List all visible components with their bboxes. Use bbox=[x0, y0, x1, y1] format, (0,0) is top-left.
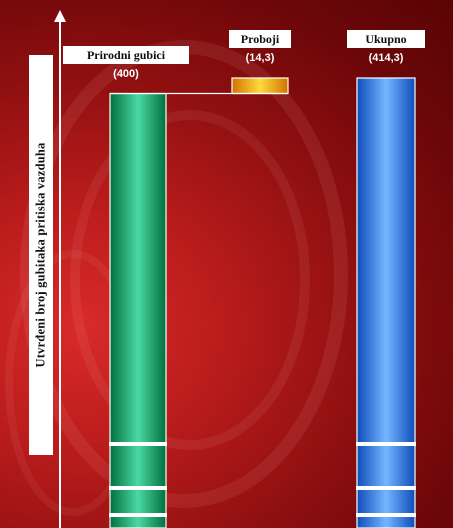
category-label: Ukupno bbox=[347, 30, 425, 48]
bar-segment-divider bbox=[109, 442, 167, 446]
category-label: Proboji bbox=[229, 30, 291, 48]
bar-1 bbox=[109, 92, 167, 528]
bar-segment-divider bbox=[356, 513, 416, 517]
bar-segment-divider bbox=[109, 513, 167, 517]
category-label: Prirodni gubici bbox=[63, 45, 189, 64]
data-label: (400) bbox=[113, 67, 139, 80]
y-axis-label-band bbox=[29, 55, 53, 455]
bar-segment-divider bbox=[109, 486, 167, 490]
data-label: (414,3) bbox=[368, 52, 404, 64]
y-axis-arrow-icon bbox=[54, 10, 66, 22]
bar-segment-divider bbox=[356, 486, 416, 490]
y-axis-line bbox=[59, 18, 61, 528]
data-label: (14,3) bbox=[245, 52, 275, 64]
bar-segment-divider bbox=[356, 442, 416, 446]
bar-2 bbox=[231, 77, 289, 95]
bar-3 bbox=[356, 77, 416, 528]
